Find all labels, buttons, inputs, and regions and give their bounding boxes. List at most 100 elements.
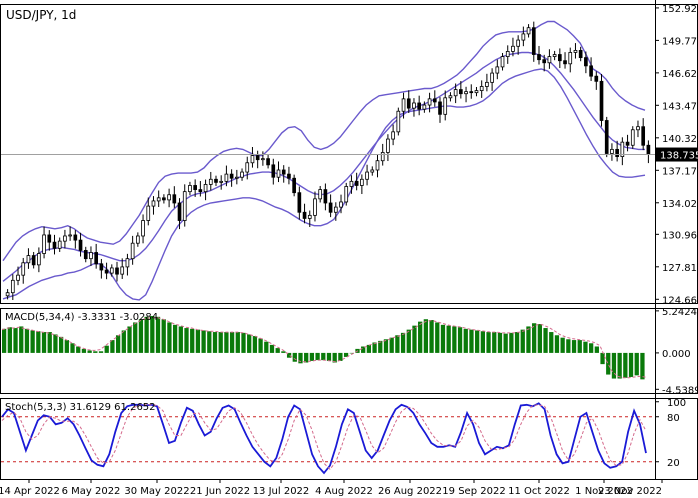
x-tick-label: 19 Sep 2022: [442, 486, 505, 497]
macd-histogram-bar: [207, 331, 212, 353]
macd-histogram-bar: [121, 330, 126, 353]
bull-candle: [109, 267, 114, 274]
bull-candle: [42, 234, 46, 254]
macd-histogram-bar: [606, 352, 611, 375]
macd-histogram-bar: [361, 346, 366, 353]
price-y-tick-label: 140.320: [662, 134, 698, 145]
bull-candle: [360, 178, 364, 186]
bull-candle: [276, 169, 281, 178]
macd-histogram-bar: [70, 343, 75, 353]
macd-histogram-bar: [321, 352, 326, 361]
axes: 152.920 149.770 146.620 143.475 140.320 137.1…: [0, 4, 698, 497]
bull-candle: [10, 279, 15, 294]
bull-candle: [547, 56, 552, 64]
macd-histogram-bar: [24, 328, 30, 353]
macd-histogram-bar: [492, 332, 497, 353]
price-y-tick-label: 137.170: [662, 166, 698, 177]
macd-histogram-bar: [252, 336, 258, 353]
macd-histogram-bar: [623, 352, 628, 378]
bull-candle: [443, 97, 448, 115]
bull-candle: [208, 178, 213, 185]
bear-candle: [83, 250, 88, 260]
macd-histogram-bar: [611, 352, 617, 379]
bull-candle: [245, 162, 250, 173]
price-y-tick-label: 130.960: [662, 230, 698, 241]
bear-candle: [229, 173, 234, 179]
macd-histogram-bar: [509, 332, 514, 353]
macd-histogram-bar: [292, 352, 297, 362]
macd-histogram-bar: [514, 332, 520, 353]
bollinger-upper-band: [2, 20, 646, 262]
bear-candle: [584, 57, 588, 67]
macd-histogram-bar: [446, 325, 451, 353]
bull-candle: [151, 200, 156, 207]
bull-candle: [182, 191, 187, 221]
bull-candle: [511, 45, 515, 52]
bear-candle: [47, 234, 52, 243]
macd-histogram-bar: [543, 328, 548, 353]
bull-candle: [464, 91, 468, 95]
bull-candle: [386, 138, 390, 153]
macd-histogram-bar: [309, 352, 315, 361]
bull-candle: [636, 126, 640, 131]
bull-candle: [495, 66, 500, 74]
bear-candle: [214, 178, 218, 183]
macd-histogram-bar: [554, 335, 560, 353]
macd-histogram-bar: [537, 324, 542, 353]
macd-histogram-bar: [418, 321, 423, 353]
macd-panel: MACD(5,34,4) -3.3331 -3.0284: [1, 312, 647, 380]
macd-histogram-bar: [76, 346, 81, 353]
bull-candle: [5, 292, 10, 297]
macd-histogram-bar: [429, 320, 434, 353]
price-y-tick-label: 146.620: [662, 69, 698, 80]
macd-histogram-bar: [195, 329, 201, 353]
bear-candle: [531, 27, 536, 55]
macd-histogram-bar: [47, 332, 52, 353]
macd-histogram-bar: [218, 332, 223, 353]
price-y-tick-label: 127.810: [662, 263, 698, 274]
macd-histogram-bar: [400, 332, 406, 353]
stoch-y-tick-label: 20: [667, 458, 680, 469]
macd-histogram-bar: [87, 350, 92, 353]
bear-candle: [328, 202, 333, 213]
macd-histogram-bar: [172, 324, 178, 353]
bull-candle: [37, 253, 41, 266]
macd-histogram-bar: [589, 343, 594, 353]
bull-candle: [479, 86, 484, 92]
macd-histogram-bar: [115, 335, 121, 353]
macd-histogram-bar: [110, 340, 115, 353]
bear-candle: [302, 211, 307, 219]
macd-histogram-bar: [58, 336, 64, 353]
macd-histogram-bar: [138, 319, 144, 353]
macd-histogram-bar: [600, 352, 605, 365]
stoch-y-tick-label: 80: [667, 413, 680, 424]
bear-candle: [432, 98, 437, 103]
bull-candle: [261, 158, 265, 161]
bear-candle: [104, 269, 109, 274]
bull-candle: [552, 54, 557, 57]
bull-candle: [370, 169, 375, 173]
bear-candle: [162, 197, 166, 201]
price-y-tick-label: 143.475: [662, 101, 698, 112]
bear-candle: [292, 177, 296, 194]
bull-candle: [26, 255, 31, 264]
macd-histogram-bar: [127, 326, 132, 353]
macd-histogram-bar: [247, 334, 252, 353]
bull-candle: [313, 198, 317, 216]
bull-candle: [240, 171, 244, 178]
macd-histogram-bar: [366, 344, 372, 353]
x-tick-label: 14 Apr 2022: [0, 486, 60, 497]
x-tick-label: 21 Jun 2022: [190, 486, 250, 497]
chart-title: USD/JPY, 1d: [6, 8, 76, 22]
x-tick-label: 11 Oct 2022: [508, 486, 570, 497]
bull-candle: [516, 39, 520, 47]
x-tick-label: 1 Nov 2022: [575, 486, 633, 497]
bear-candle: [646, 144, 651, 155]
macd-histogram-bar: [480, 331, 485, 353]
bear-candle: [615, 148, 619, 157]
bear-candle: [99, 263, 104, 271]
bull-candle: [490, 72, 494, 83]
macd-histogram-bar: [628, 352, 634, 377]
macd-histogram-bar: [463, 328, 468, 353]
bull-candle: [474, 90, 479, 94]
